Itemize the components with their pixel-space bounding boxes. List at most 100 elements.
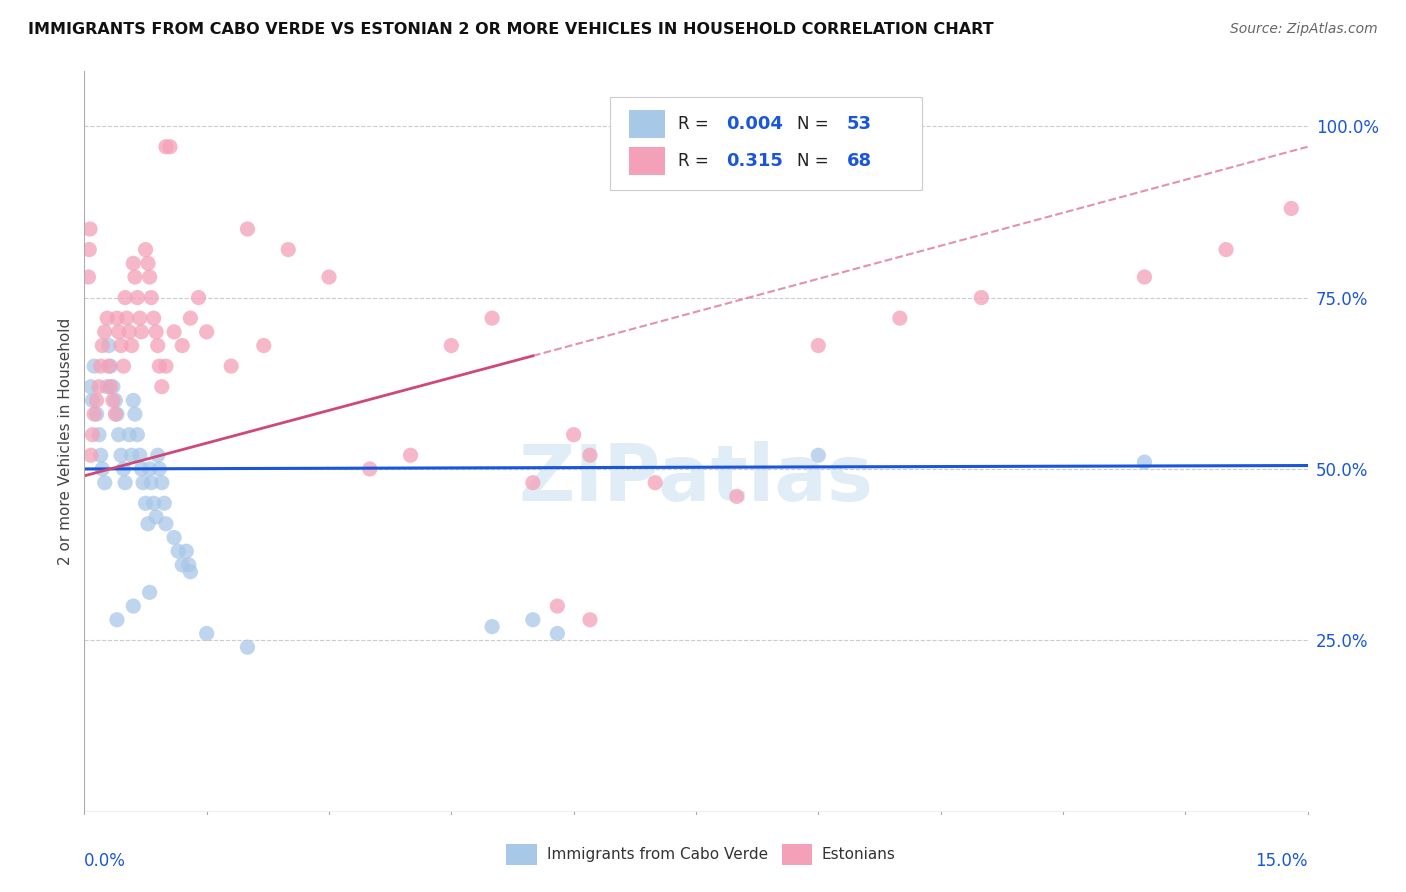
Point bbox=[128, 311, 150, 326]
Point bbox=[177, 558, 200, 572]
Point bbox=[83, 359, 105, 373]
Text: N =: N = bbox=[797, 115, 834, 133]
Point bbox=[93, 475, 115, 490]
Text: R =: R = bbox=[678, 152, 714, 170]
Text: Estonians: Estonians bbox=[823, 847, 896, 863]
Point bbox=[889, 311, 911, 326]
Point bbox=[359, 462, 381, 476]
Point bbox=[167, 544, 190, 558]
Point bbox=[522, 475, 544, 490]
Text: IMMIGRANTS FROM CABO VERDE VS ESTONIAN 2 OR MORE VEHICLES IN HOUSEHOLD CORRELATI: IMMIGRANTS FROM CABO VERDE VS ESTONIAN 2… bbox=[28, 22, 994, 37]
Point bbox=[219, 359, 242, 373]
Text: ZIPatlas: ZIPatlas bbox=[519, 441, 873, 516]
Y-axis label: 2 or more Vehicles in Household: 2 or more Vehicles in Household bbox=[58, 318, 73, 566]
Text: 53: 53 bbox=[846, 115, 872, 133]
Text: 0.004: 0.004 bbox=[727, 115, 783, 133]
Point bbox=[121, 448, 143, 462]
Point bbox=[131, 325, 153, 339]
Point bbox=[277, 243, 299, 257]
Point bbox=[440, 338, 463, 352]
Point bbox=[644, 475, 666, 490]
Point bbox=[114, 475, 136, 490]
Point bbox=[105, 613, 128, 627]
Text: 68: 68 bbox=[846, 152, 872, 170]
Point bbox=[136, 516, 159, 531]
Point bbox=[253, 338, 276, 352]
Point bbox=[970, 291, 993, 305]
Point bbox=[807, 338, 830, 352]
Point bbox=[90, 448, 112, 462]
Point bbox=[87, 380, 110, 394]
Point bbox=[101, 380, 124, 394]
Point bbox=[79, 222, 101, 236]
Point bbox=[138, 585, 160, 599]
Point bbox=[481, 619, 503, 633]
Point bbox=[127, 291, 149, 305]
Point bbox=[122, 256, 145, 270]
Point bbox=[100, 380, 122, 394]
Point bbox=[97, 338, 120, 352]
Point bbox=[112, 359, 135, 373]
Point bbox=[141, 475, 163, 490]
FancyBboxPatch shape bbox=[628, 110, 665, 138]
Point bbox=[122, 393, 145, 408]
Point bbox=[115, 311, 138, 326]
Point bbox=[187, 291, 209, 305]
Point bbox=[546, 599, 568, 613]
Point bbox=[562, 427, 585, 442]
Point bbox=[82, 393, 104, 408]
Point bbox=[141, 291, 163, 305]
Text: 0.0%: 0.0% bbox=[84, 853, 127, 871]
Point bbox=[107, 325, 129, 339]
Point bbox=[236, 640, 259, 655]
Point bbox=[148, 462, 170, 476]
Point bbox=[155, 359, 177, 373]
Text: 15.0%: 15.0% bbox=[1256, 853, 1308, 871]
Point bbox=[122, 599, 145, 613]
Point bbox=[96, 311, 118, 326]
Point bbox=[110, 338, 132, 352]
Text: R =: R = bbox=[678, 115, 714, 133]
Point bbox=[104, 393, 127, 408]
Point bbox=[80, 448, 103, 462]
Point bbox=[86, 407, 108, 421]
Point bbox=[145, 510, 167, 524]
Point bbox=[128, 448, 150, 462]
Point bbox=[148, 359, 170, 373]
Point bbox=[179, 565, 201, 579]
Point bbox=[579, 448, 602, 462]
Point bbox=[399, 448, 422, 462]
Text: N =: N = bbox=[797, 152, 834, 170]
Point bbox=[163, 531, 186, 545]
Point bbox=[82, 427, 104, 442]
Point bbox=[136, 256, 159, 270]
Point bbox=[91, 462, 114, 476]
Point bbox=[146, 448, 169, 462]
Point bbox=[100, 359, 122, 373]
Point bbox=[174, 544, 197, 558]
Text: Source: ZipAtlas.com: Source: ZipAtlas.com bbox=[1230, 22, 1378, 37]
Point bbox=[77, 243, 100, 257]
Point bbox=[172, 338, 194, 352]
FancyBboxPatch shape bbox=[782, 845, 813, 865]
Point bbox=[104, 407, 127, 421]
Point bbox=[142, 496, 165, 510]
Point bbox=[135, 496, 157, 510]
Point bbox=[110, 448, 132, 462]
Point bbox=[1133, 455, 1156, 469]
Point bbox=[96, 380, 118, 394]
Point bbox=[163, 325, 186, 339]
Point bbox=[138, 462, 160, 476]
Text: Immigrants from Cabo Verde: Immigrants from Cabo Verde bbox=[547, 847, 768, 863]
Point bbox=[83, 407, 105, 421]
Point bbox=[124, 270, 146, 285]
Point bbox=[138, 270, 160, 285]
Point bbox=[132, 475, 155, 490]
Point bbox=[131, 462, 153, 476]
Point bbox=[105, 311, 128, 326]
Point bbox=[97, 359, 120, 373]
Point bbox=[1133, 270, 1156, 285]
Point bbox=[155, 516, 177, 531]
Point bbox=[86, 393, 108, 408]
Point bbox=[153, 496, 176, 510]
